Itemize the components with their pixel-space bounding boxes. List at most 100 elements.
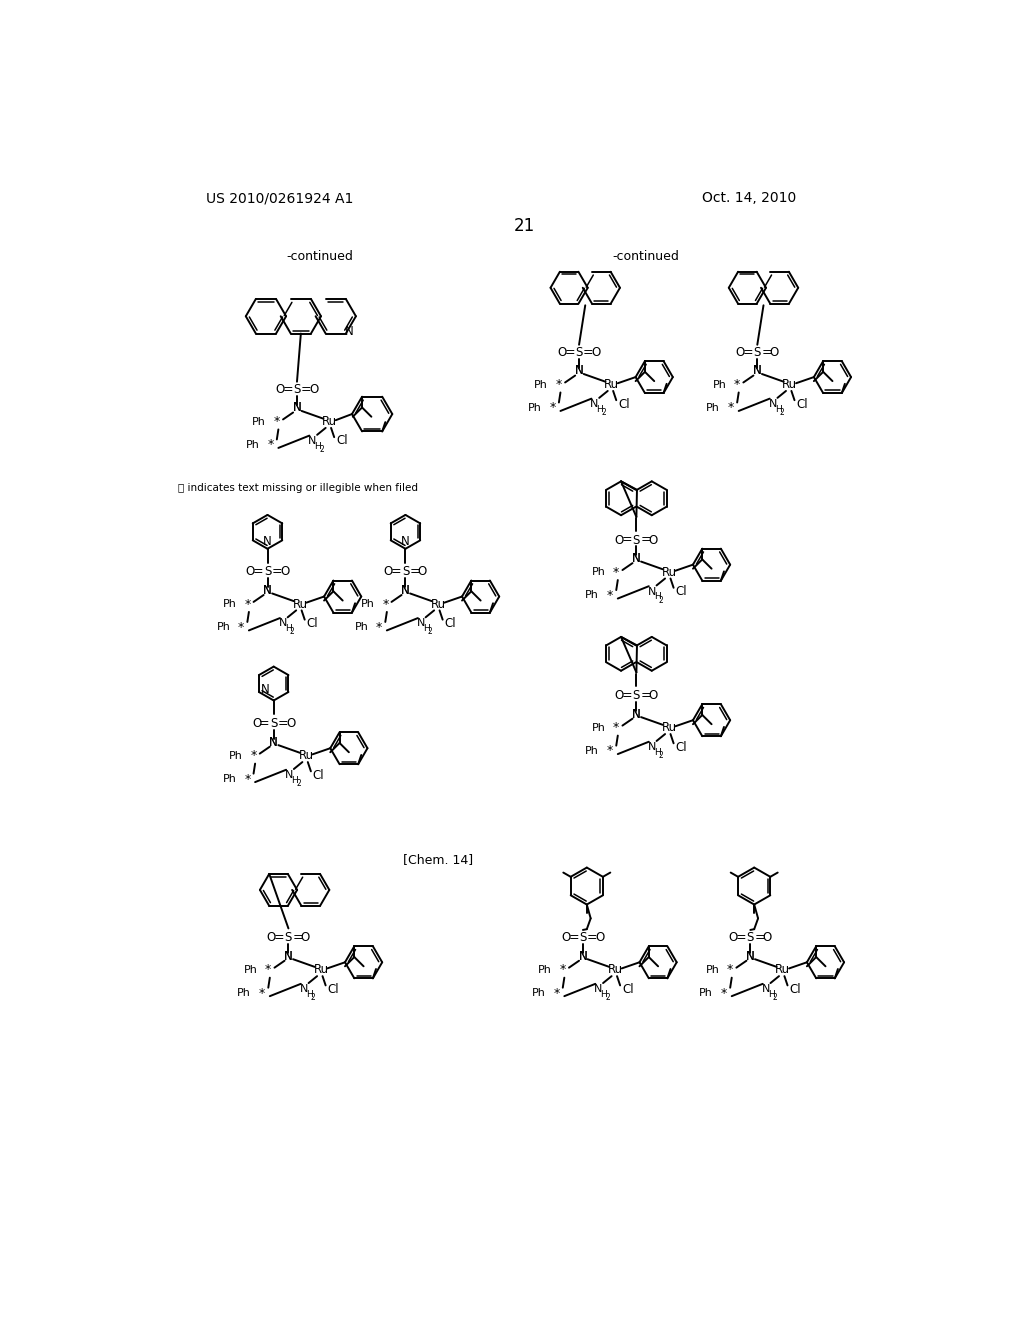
- Text: Cl: Cl: [676, 741, 687, 754]
- Text: N: N: [401, 583, 410, 597]
- Text: Ph: Ph: [706, 965, 719, 975]
- Text: S: S: [270, 717, 278, 730]
- Text: Ph: Ph: [238, 989, 251, 998]
- Text: =: =: [293, 931, 303, 944]
- Text: Ph: Ph: [592, 723, 605, 733]
- Text: -continued: -continued: [612, 251, 679, 264]
- Text: N: N: [632, 708, 641, 721]
- Text: N: N: [263, 583, 272, 597]
- Text: Cl: Cl: [444, 616, 457, 630]
- Text: *: *: [553, 986, 560, 999]
- Text: Ph: Ph: [531, 989, 546, 998]
- Text: H: H: [291, 776, 298, 785]
- Text: O: O: [729, 931, 738, 944]
- Text: 21: 21: [514, 218, 536, 235]
- Text: Cl: Cl: [313, 768, 325, 781]
- Text: O: O: [418, 565, 427, 578]
- Text: *: *: [251, 750, 257, 763]
- Text: N: N: [293, 401, 301, 414]
- Text: Cl: Cl: [790, 982, 801, 995]
- Text: =: =: [622, 533, 633, 546]
- Text: Ru: Ru: [293, 598, 307, 611]
- Text: H: H: [654, 593, 660, 602]
- Text: Ph: Ph: [222, 774, 237, 784]
- Text: N: N: [753, 364, 762, 378]
- Text: N: N: [632, 552, 641, 565]
- Text: N: N: [263, 583, 272, 597]
- Text: US 2010/0261924 A1: US 2010/0261924 A1: [206, 191, 353, 206]
- Text: Ph: Ph: [535, 380, 548, 389]
- Text: Cl: Cl: [797, 397, 808, 411]
- Text: Ph: Ph: [222, 599, 237, 610]
- Text: *: *: [727, 964, 733, 977]
- Text: Ph: Ph: [252, 417, 266, 426]
- Text: O: O: [770, 346, 779, 359]
- Text: =: =: [622, 689, 633, 702]
- Text: Oct. 14, 2010: Oct. 14, 2010: [701, 191, 796, 206]
- Text: N: N: [401, 535, 410, 548]
- Text: Ph: Ph: [246, 440, 260, 450]
- Text: Ru: Ru: [430, 598, 445, 611]
- Text: O: O: [252, 717, 261, 730]
- Text: =: =: [253, 565, 263, 578]
- Text: *: *: [382, 598, 388, 611]
- Text: Ru: Ru: [662, 722, 677, 734]
- Text: N: N: [263, 535, 272, 548]
- Text: *: *: [613, 722, 620, 734]
- Text: N: N: [285, 770, 294, 780]
- Text: Ph: Ph: [586, 746, 599, 756]
- Text: N: N: [632, 708, 641, 721]
- Text: 2: 2: [311, 993, 315, 1002]
- Text: Cl: Cl: [618, 397, 630, 411]
- Text: O: O: [735, 346, 744, 359]
- Text: Ⓢ indicates text missing or illegible when filed: Ⓢ indicates text missing or illegible wh…: [178, 483, 419, 492]
- Text: 2: 2: [290, 627, 295, 636]
- Text: *: *: [245, 598, 251, 611]
- Text: O: O: [266, 931, 276, 944]
- Text: *: *: [607, 744, 613, 758]
- Text: *: *: [265, 964, 271, 977]
- Text: N: N: [648, 742, 656, 752]
- Text: 2: 2: [428, 627, 432, 636]
- Text: S: S: [633, 533, 640, 546]
- Text: =: =: [564, 346, 575, 359]
- Text: N: N: [293, 401, 301, 414]
- Text: *: *: [273, 416, 280, 428]
- Text: Ru: Ru: [313, 964, 329, 977]
- Text: =: =: [568, 931, 579, 944]
- Text: Ru: Ru: [775, 964, 791, 977]
- Text: =: =: [391, 565, 401, 578]
- Text: H: H: [600, 990, 607, 999]
- Text: S: S: [401, 565, 410, 578]
- Text: N: N: [345, 325, 354, 338]
- Text: *: *: [728, 401, 734, 414]
- Text: Cl: Cl: [336, 434, 348, 447]
- Text: 2: 2: [601, 408, 606, 417]
- Text: N: N: [594, 985, 602, 994]
- Text: -continued: -continued: [287, 251, 353, 264]
- Text: S: S: [285, 931, 292, 944]
- Text: O: O: [649, 689, 658, 702]
- Text: Ph: Ph: [216, 622, 230, 632]
- Text: 2: 2: [319, 445, 325, 454]
- Text: N: N: [745, 949, 755, 962]
- Text: *: *: [734, 379, 740, 391]
- Text: =: =: [273, 931, 285, 944]
- Text: S: S: [633, 689, 640, 702]
- Text: O: O: [301, 931, 310, 944]
- Text: *: *: [560, 964, 566, 977]
- Text: *: *: [607, 589, 613, 602]
- Text: 2: 2: [658, 751, 664, 760]
- Text: =: =: [283, 383, 293, 396]
- Text: Cl: Cl: [622, 982, 634, 995]
- Text: *: *: [721, 986, 727, 999]
- Text: =: =: [410, 565, 420, 578]
- Text: =: =: [755, 931, 765, 944]
- Text: Ru: Ru: [604, 379, 620, 391]
- Text: *: *: [550, 401, 556, 414]
- Text: 2: 2: [605, 993, 610, 1002]
- Text: Ph: Ph: [592, 568, 605, 577]
- Text: *: *: [556, 379, 562, 391]
- Text: O: O: [763, 931, 772, 944]
- Text: Ph: Ph: [244, 965, 257, 975]
